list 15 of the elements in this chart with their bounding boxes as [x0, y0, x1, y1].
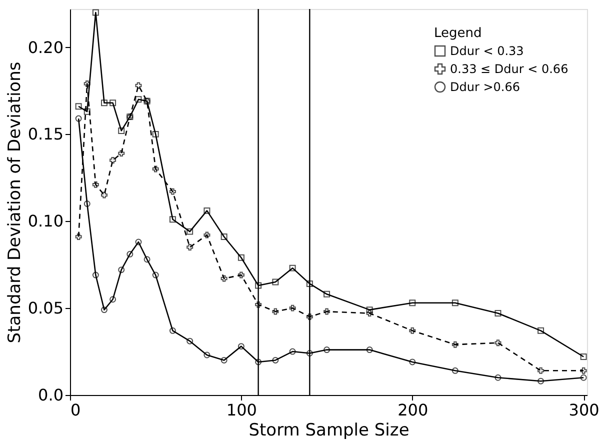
x-tick-label: 200: [398, 400, 428, 420]
y-axis-title: Standard Deviation of Deviations: [4, 62, 25, 344]
y-tick-label: 0.15: [28, 124, 64, 144]
legend-label: Ddur < 0.33: [450, 44, 524, 58]
x-axis-title: Storm Sample Size: [248, 420, 410, 440]
x-tick-label: 0: [70, 400, 81, 420]
x-tick-label: 100: [226, 400, 257, 420]
y-tick-label: 0.05: [28, 298, 64, 318]
x-tick-label: 300: [568, 400, 600, 420]
y-tick-label: 0.10: [28, 212, 64, 231]
legend-title: Legend: [434, 26, 482, 41]
y-tick-label: 0.20: [28, 38, 64, 57]
legend-label: 0.33 ≤ Ddur < 0.66: [450, 62, 568, 76]
legend-label: Ddur >0.66: [450, 80, 520, 94]
y-tick-label: 0.0: [38, 386, 64, 404]
